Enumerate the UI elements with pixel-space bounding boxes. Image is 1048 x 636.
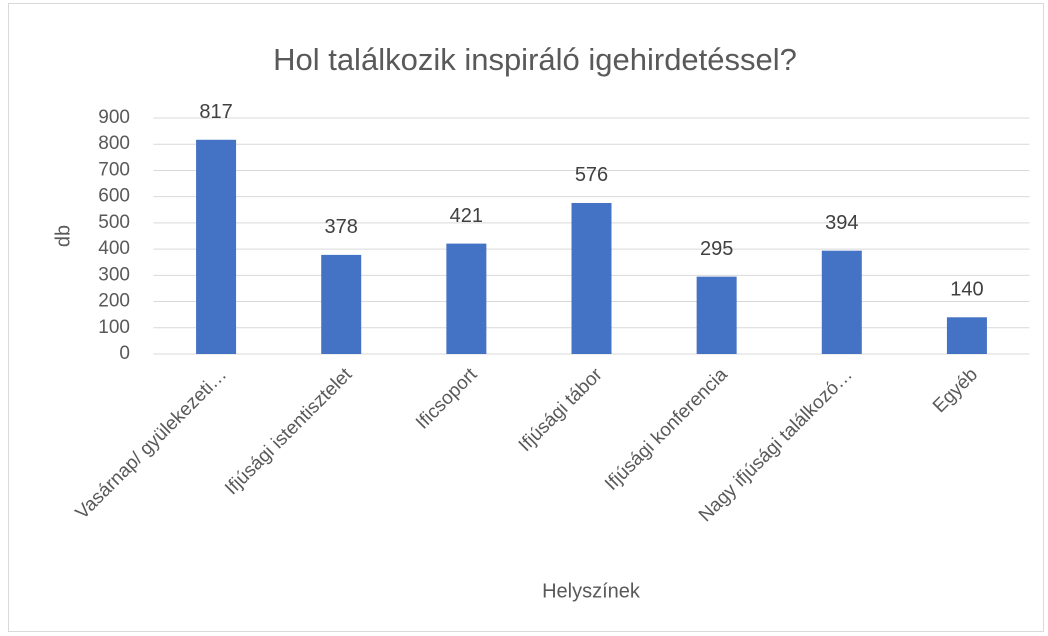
- bar: [946, 317, 987, 354]
- chart-title: Hol találkozik inspiráló igehirdetéssel?: [273, 42, 797, 77]
- data-label: 378: [325, 216, 358, 238]
- bar: [321, 254, 362, 354]
- y-tick-label: 600: [98, 186, 130, 207]
- data-label: 140: [950, 279, 983, 301]
- y-tick-label: 900: [98, 107, 130, 128]
- x-axis-title: Helyszínek: [542, 580, 641, 602]
- y-tick-label: 500: [98, 212, 130, 233]
- bar: [196, 139, 237, 354]
- y-tick-label: 100: [98, 317, 130, 338]
- y-tick-label: 0: [119, 343, 130, 364]
- data-label: 394: [825, 212, 858, 234]
- bar: [571, 202, 612, 354]
- y-tick-label: 800: [98, 133, 130, 154]
- y-tick-label: 700: [98, 159, 130, 180]
- y-tick-label: 200: [98, 291, 130, 312]
- data-label: 817: [199, 101, 232, 123]
- y-tick-label: 400: [98, 238, 130, 259]
- chart-border: [8, 3, 1044, 632]
- bar: [821, 250, 862, 354]
- y-tick-label: 300: [98, 264, 130, 285]
- data-label: 295: [700, 238, 733, 260]
- bar: [446, 243, 487, 354]
- bar: [696, 276, 737, 354]
- data-label: 421: [450, 205, 483, 227]
- y-axis-title: db: [52, 225, 74, 247]
- data-label: 576: [575, 164, 608, 186]
